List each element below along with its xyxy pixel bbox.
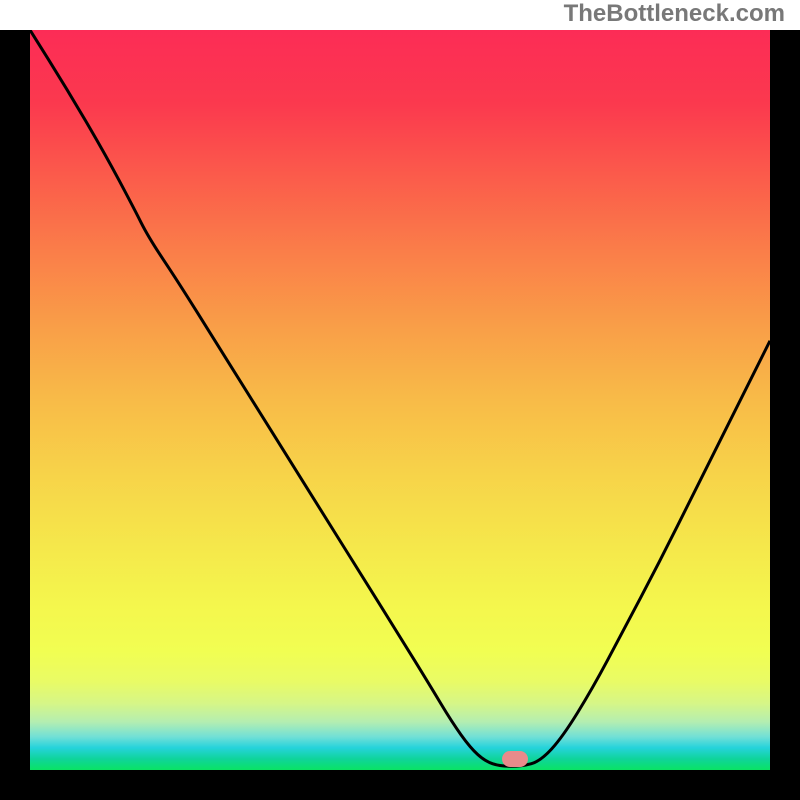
bottleneck-curve [30,30,770,766]
axis-left-border [0,30,30,800]
watermark-text: TheBottleneck.com [564,0,785,28]
axis-right-border [770,30,800,800]
optimal-point-marker [502,751,528,767]
curve-layer [30,30,770,770]
chart-container: TheBottleneck.com [0,0,800,800]
axis-bottom-border [0,770,800,800]
